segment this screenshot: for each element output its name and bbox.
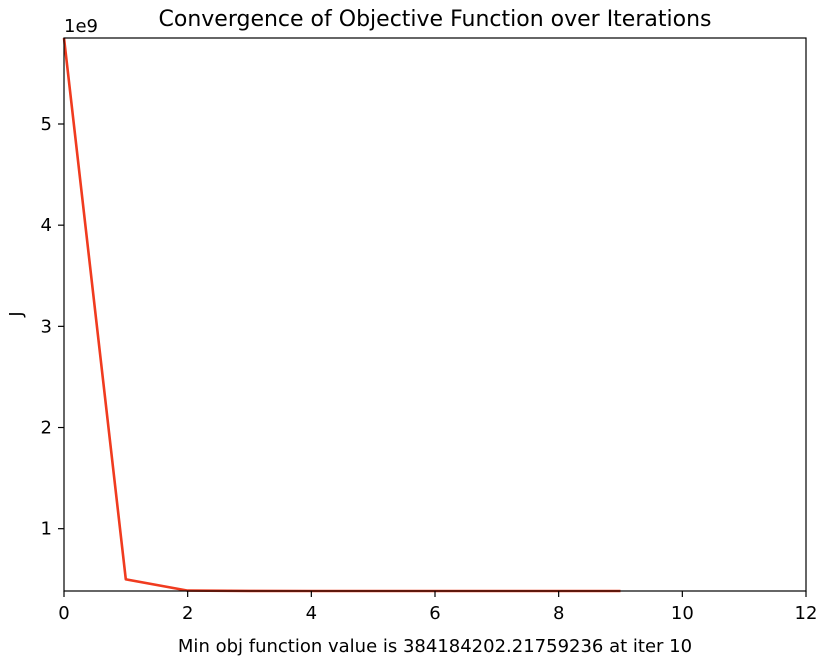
- y-axis-offset-label: 1e9: [64, 16, 98, 37]
- x-tick-label: 10: [671, 603, 694, 624]
- y-axis-label: J: [6, 311, 27, 317]
- x-tick-label: 2: [182, 603, 193, 624]
- y-tick-label: 1: [41, 519, 52, 540]
- y-tick-label: 3: [41, 316, 52, 337]
- axes-frame: [63, 37, 807, 592]
- x-tick-label: 0: [58, 603, 69, 624]
- x-tick-label: 4: [306, 603, 317, 624]
- chart-title: Convergence of Objective Function over I…: [159, 7, 712, 32]
- y-tick-label: 2: [41, 418, 52, 439]
- y-tick-label: 5: [41, 114, 52, 135]
- x-tick-label: 6: [429, 603, 440, 624]
- x-tick-label: 12: [795, 603, 818, 624]
- x-tick-label: 8: [553, 603, 564, 624]
- y-tick-label: 4: [41, 215, 52, 236]
- series-line-0: [62, 37, 621, 593]
- x-axis-label: Min obj function value is 384184202.2175…: [178, 636, 692, 657]
